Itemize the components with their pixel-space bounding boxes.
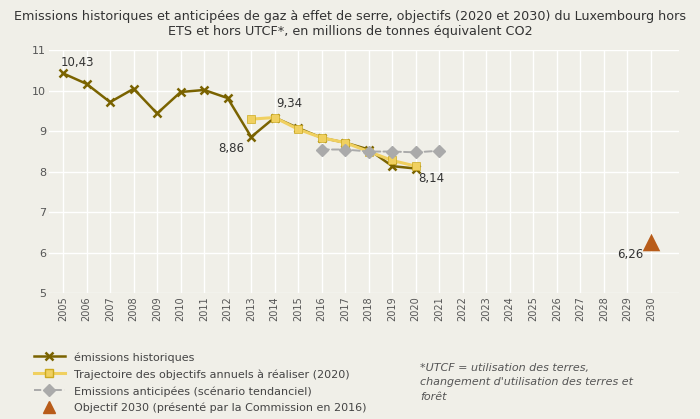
Text: 8,14: 8,14 — [418, 171, 444, 184]
Text: 8,86: 8,86 — [218, 142, 244, 155]
Text: 10,43: 10,43 — [61, 56, 94, 69]
Legend: émissions historiques, Trajectoire des objectifs annuels à réaliser (2020), Emis: émissions historiques, Trajectoire des o… — [34, 352, 366, 414]
Text: *UTCF = utilisation des terres,
changement d'utilisation des terres et
forêt: *UTCF = utilisation des terres, changeme… — [420, 362, 633, 402]
Text: 9,34: 9,34 — [276, 97, 302, 110]
Text: 6,26: 6,26 — [617, 248, 644, 261]
Text: Emissions historiques et anticipées de gaz à effet de serre, objectifs (2020 et : Emissions historiques et anticipées de g… — [14, 10, 686, 38]
Point — [645, 239, 657, 246]
